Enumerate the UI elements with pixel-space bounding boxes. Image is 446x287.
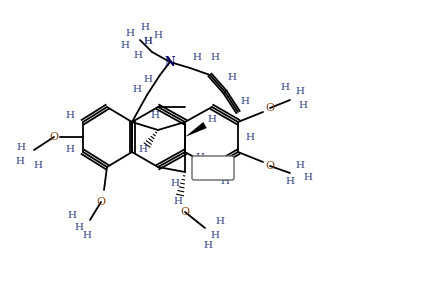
Text: H: H <box>193 53 202 61</box>
Text: H: H <box>83 230 91 239</box>
Text: H: H <box>150 110 160 119</box>
Text: O: O <box>96 197 106 207</box>
Text: H: H <box>74 224 83 232</box>
Text: O: O <box>181 207 190 217</box>
Text: N: N <box>165 55 175 69</box>
Text: H: H <box>227 73 236 82</box>
Text: H: H <box>144 38 153 46</box>
Text: H: H <box>240 98 249 106</box>
Text: H: H <box>281 84 289 92</box>
Text: H: H <box>144 75 153 84</box>
Text: H: H <box>195 154 205 162</box>
Text: H: H <box>16 158 25 166</box>
Text: H: H <box>153 30 162 40</box>
Text: O: O <box>265 161 275 171</box>
Text: H: H <box>144 38 153 46</box>
Text: H: H <box>211 53 219 61</box>
FancyBboxPatch shape <box>192 156 234 180</box>
Text: H: H <box>298 100 307 110</box>
Text: H: H <box>285 177 294 187</box>
Text: H: H <box>173 197 182 207</box>
Text: H: H <box>211 230 219 239</box>
Text: H: H <box>133 51 143 59</box>
Text: Abs: Abs <box>203 164 223 172</box>
Text: H: H <box>132 86 141 94</box>
Polygon shape <box>185 122 207 137</box>
Text: H: H <box>220 177 230 187</box>
Text: H: H <box>203 241 212 249</box>
Text: H: H <box>296 160 305 170</box>
Text: H: H <box>140 24 149 32</box>
Text: H: H <box>67 210 77 220</box>
Text: H: H <box>303 174 313 183</box>
Text: H: H <box>66 110 74 119</box>
Text: H: H <box>139 146 148 154</box>
Text: H: H <box>66 146 74 154</box>
Text: O: O <box>265 103 275 113</box>
Text: H: H <box>296 88 305 96</box>
Text: O: O <box>50 132 58 142</box>
Text: H: H <box>245 133 255 143</box>
Text: H: H <box>170 179 179 187</box>
Text: H: H <box>17 144 25 152</box>
Text: H: H <box>125 28 135 38</box>
Text: H: H <box>215 218 224 226</box>
Text: H: H <box>120 40 129 49</box>
Text: H: H <box>207 115 216 125</box>
Text: H: H <box>33 160 42 170</box>
